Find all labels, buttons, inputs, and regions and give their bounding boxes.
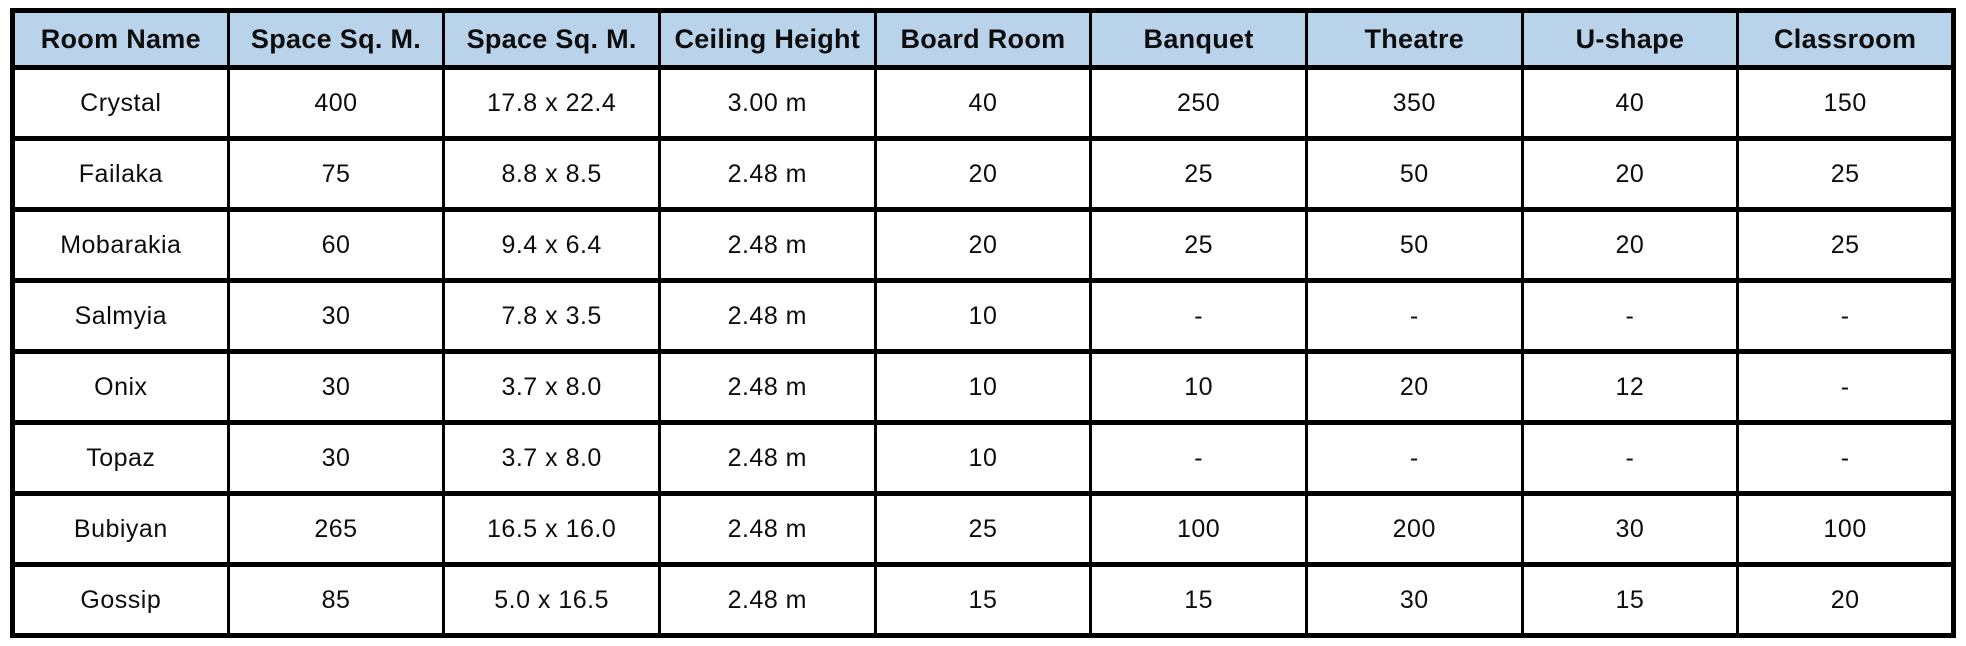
room-name-cell: Salmyia: [11, 278, 230, 354]
table-cell: 20: [873, 207, 1093, 283]
table-cell: 25: [1736, 136, 1955, 212]
table-cell: 15: [1520, 562, 1740, 638]
table-cell: -: [1736, 349, 1955, 425]
table-cell: 30: [226, 420, 446, 496]
room-name-cell: Gossip: [11, 562, 230, 638]
column-header-room-name: Room Name: [11, 8, 230, 70]
table-cell: 265: [226, 491, 446, 567]
table-cell: 50: [1304, 136, 1524, 212]
room-name-cell: Failaka: [11, 136, 230, 212]
column-header-space-sqm: Space Sq. M.: [226, 8, 446, 70]
table-cell: 2.48 m: [657, 562, 877, 638]
table-cell: 40: [1520, 65, 1740, 141]
table-cell: 15: [873, 562, 1093, 638]
table-cell: 400: [226, 65, 446, 141]
table-cell: 25: [873, 491, 1093, 567]
table-cell: 250: [1089, 65, 1308, 141]
table-cell: 2.48 m: [657, 349, 877, 425]
table-cell: 2.48 m: [657, 278, 877, 354]
table-row-crystal: Crystal 400 17.8 x 22.4 3.00 m 40 250 35…: [11, 65, 1955, 141]
table-cell: 7.8 x 3.5: [442, 278, 661, 354]
table-cell: 20: [873, 136, 1093, 212]
table-cell: -: [1736, 420, 1955, 496]
table-row-mobarakia: Mobarakia 60 9.4 x 6.4 2.48 m 20 25 50 2…: [11, 207, 1955, 283]
table-cell: -: [1520, 278, 1740, 354]
room-name-cell: Onix: [11, 349, 230, 425]
room-name-cell: Crystal: [11, 65, 230, 141]
table-cell: 15: [1089, 562, 1308, 638]
table-cell: 350: [1304, 65, 1524, 141]
table-cell: 100: [1736, 491, 1955, 567]
table-cell: 10: [873, 349, 1093, 425]
table-cell: 30: [226, 278, 446, 354]
header-row: Room Name Space Sq. M. Space Sq. M. Ceil…: [11, 8, 1955, 70]
table-cell: 8.8 x 8.5: [442, 136, 661, 212]
table-cell: 150: [1736, 65, 1955, 141]
table-cell: -: [1304, 278, 1524, 354]
table-cell: 25: [1736, 207, 1955, 283]
table-row-bubiyan: Bubiyan 265 16.5 x 16.0 2.48 m 25 100 20…: [11, 491, 1955, 567]
table-cell: 20: [1736, 562, 1955, 638]
table-cell: 2.48 m: [657, 491, 877, 567]
table-cell: 2.48 m: [657, 420, 877, 496]
table-cell: 30: [1304, 562, 1524, 638]
table-cell: 25: [1089, 207, 1308, 283]
table-cell: 75: [226, 136, 446, 212]
table-cell: 10: [1089, 349, 1308, 425]
table-cell: 17.8 x 22.4: [442, 65, 661, 141]
table-cell: 12: [1520, 349, 1740, 425]
table-cell: 9.4 x 6.4: [442, 207, 661, 283]
meeting-rooms-table: Room Name Space Sq. M. Space Sq. M. Ceil…: [10, 8, 1956, 638]
column-header-ceiling-height: Ceiling Height: [657, 8, 877, 70]
table-row-onix: Onix 30 3.7 x 8.0 2.48 m 10 10 20 12 -: [11, 349, 1955, 425]
table-cell: -: [1736, 278, 1955, 354]
column-header-space-dimensions: Space Sq. M.: [442, 8, 661, 70]
table-row-topaz: Topaz 30 3.7 x 8.0 2.48 m 10 - - - -: [11, 420, 1955, 496]
table-cell: 3.7 x 8.0: [442, 349, 661, 425]
table-cell: 3.00 m: [657, 65, 877, 141]
table-cell: 16.5 x 16.0: [442, 491, 661, 567]
table-cell: 20: [1304, 349, 1524, 425]
table-cell: 10: [873, 420, 1093, 496]
table-row-failaka: Failaka 75 8.8 x 8.5 2.48 m 20 25 50 20 …: [11, 136, 1955, 212]
table-cell: 20: [1520, 136, 1740, 212]
table-cell: 40: [873, 65, 1093, 141]
room-name-cell: Bubiyan: [11, 491, 230, 567]
table-cell: 3.7 x 8.0: [442, 420, 661, 496]
table-cell: -: [1089, 420, 1308, 496]
table-cell: 10: [873, 278, 1093, 354]
table-cell: 200: [1304, 491, 1524, 567]
column-header-classroom: Classroom: [1736, 8, 1955, 70]
column-header-banquet: Banquet: [1089, 8, 1308, 70]
column-header-board-room: Board Room: [873, 8, 1093, 70]
column-header-theatre: Theatre: [1304, 8, 1524, 70]
table-cell: 100: [1089, 491, 1308, 567]
table-cell: 60: [226, 207, 446, 283]
table-cell: 5.0 x 16.5: [442, 562, 661, 638]
table-row-gossip: Gossip 85 5.0 x 16.5 2.48 m 15 15 30 15 …: [11, 562, 1955, 638]
table-cell: -: [1089, 278, 1308, 354]
room-name-cell: Topaz: [11, 420, 230, 496]
table-cell: 50: [1304, 207, 1524, 283]
table-cell: 30: [1520, 491, 1740, 567]
table-cell: 20: [1520, 207, 1740, 283]
table-cell: 2.48 m: [657, 207, 877, 283]
table-cell: 25: [1089, 136, 1308, 212]
room-name-cell: Mobarakia: [11, 207, 230, 283]
table-cell: 30: [226, 349, 446, 425]
column-header-u-shape: U-shape: [1520, 8, 1740, 70]
table-cell: -: [1520, 420, 1740, 496]
table-row-salmyia: Salmyia 30 7.8 x 3.5 2.48 m 10 - - - -: [11, 278, 1955, 354]
table-cell: 2.48 m: [657, 136, 877, 212]
table-cell: -: [1304, 420, 1524, 496]
table-cell: 85: [226, 562, 446, 638]
